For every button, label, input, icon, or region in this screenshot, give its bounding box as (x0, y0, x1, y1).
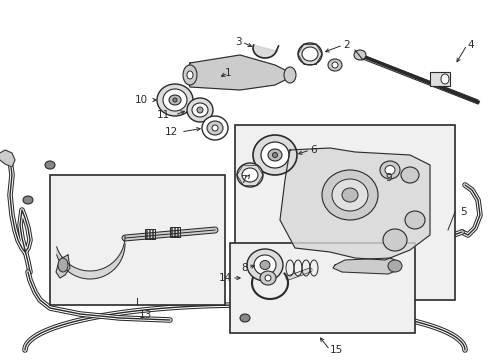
Ellipse shape (173, 98, 177, 102)
Ellipse shape (169, 95, 181, 105)
Ellipse shape (321, 170, 377, 220)
Ellipse shape (387, 260, 401, 272)
Text: 11: 11 (157, 110, 170, 120)
Ellipse shape (260, 261, 269, 270)
Ellipse shape (58, 258, 68, 272)
Ellipse shape (197, 107, 203, 113)
Bar (170, 227, 180, 237)
Ellipse shape (242, 168, 258, 182)
Text: 14: 14 (218, 273, 231, 283)
Ellipse shape (440, 74, 448, 84)
Ellipse shape (384, 166, 394, 175)
Ellipse shape (45, 161, 55, 169)
Polygon shape (56, 255, 70, 278)
Ellipse shape (23, 196, 33, 204)
Text: 13: 13 (138, 310, 151, 320)
Text: 3: 3 (235, 37, 242, 47)
Ellipse shape (379, 161, 399, 179)
Text: 10: 10 (135, 95, 148, 105)
Ellipse shape (183, 65, 197, 85)
Ellipse shape (157, 84, 193, 116)
Text: 15: 15 (329, 345, 343, 355)
Bar (50, 175, 224, 305)
Ellipse shape (163, 89, 186, 111)
Polygon shape (252, 45, 276, 58)
Text: 6: 6 (309, 145, 316, 155)
Text: 8: 8 (241, 263, 247, 273)
Ellipse shape (202, 116, 227, 140)
Ellipse shape (264, 275, 270, 281)
Text: 12: 12 (164, 127, 178, 137)
Polygon shape (280, 148, 429, 260)
Ellipse shape (302, 47, 317, 61)
Polygon shape (184, 55, 294, 90)
Ellipse shape (331, 179, 367, 211)
Ellipse shape (404, 211, 424, 229)
Ellipse shape (341, 188, 357, 202)
Bar (235, 125, 454, 300)
Text: 1: 1 (224, 68, 231, 78)
Text: 4: 4 (466, 40, 473, 50)
Ellipse shape (186, 71, 193, 79)
Text: 9: 9 (384, 173, 391, 183)
Ellipse shape (327, 59, 341, 71)
Ellipse shape (331, 62, 337, 68)
Polygon shape (0, 150, 15, 167)
Bar (229, 243, 414, 333)
Ellipse shape (267, 149, 282, 161)
Ellipse shape (400, 167, 418, 183)
Ellipse shape (382, 229, 406, 251)
Text: 2: 2 (342, 40, 349, 50)
Text: 5: 5 (459, 207, 466, 217)
Ellipse shape (246, 249, 283, 281)
Ellipse shape (353, 50, 365, 60)
Ellipse shape (186, 98, 213, 122)
Ellipse shape (284, 67, 295, 83)
Bar (429, 72, 449, 86)
Bar (145, 229, 155, 239)
Ellipse shape (192, 103, 207, 117)
Ellipse shape (240, 314, 249, 322)
Ellipse shape (206, 121, 223, 135)
Ellipse shape (253, 255, 275, 275)
Ellipse shape (252, 135, 296, 175)
Text: 7: 7 (239, 175, 246, 185)
Polygon shape (332, 258, 399, 274)
Ellipse shape (261, 142, 288, 168)
Ellipse shape (272, 153, 277, 158)
Ellipse shape (260, 271, 275, 285)
Ellipse shape (212, 125, 218, 131)
Ellipse shape (237, 163, 263, 187)
Ellipse shape (297, 43, 321, 65)
